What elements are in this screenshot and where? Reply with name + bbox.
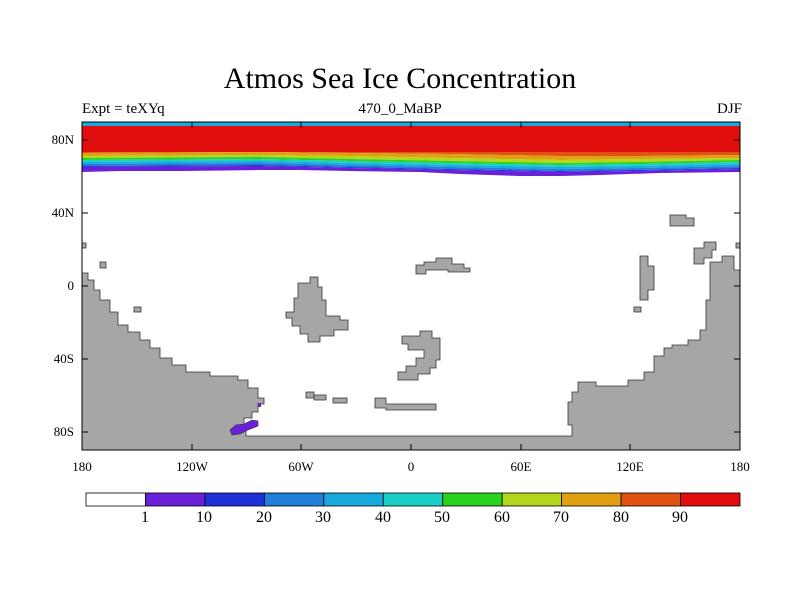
colorbar-label: 60 [494, 509, 510, 526]
colorbar-swatch [263, 492, 325, 507]
colorbar [85, 492, 741, 507]
coastal-sea-ice [229, 403, 261, 436]
colorbar-swatch [442, 492, 503, 507]
x-tick-label: 0 [407, 459, 415, 474]
colorbar-swatch [85, 492, 146, 507]
colorbar-swatch [501, 492, 563, 507]
colorbar-swatch [204, 492, 265, 507]
colorbar-label: 50 [434, 509, 450, 526]
colorbar-label: 10 [196, 509, 212, 526]
colorbar-swatch [620, 492, 681, 507]
y-tick-label: 40S [53, 351, 74, 366]
colorbar-swatch [145, 492, 206, 507]
experiment-label: Expt = teXYq [82, 101, 165, 117]
colorbar-label: 20 [256, 509, 272, 526]
colorbar-swatch [680, 492, 741, 507]
colorbar-label: 1 [141, 509, 149, 526]
y-tick-label: 0 [67, 278, 75, 293]
season-label: DJF [716, 101, 742, 117]
colorbar-label: 30 [315, 509, 331, 526]
colorbar-label: 40 [375, 509, 391, 526]
sea-ice-field [82, 122, 740, 176]
x-tick-label: 120W [176, 459, 208, 474]
map-title: Atmos Sea Ice Concentration [223, 62, 577, 95]
y-tick-label: 80S [53, 424, 74, 439]
colorbar-label: 70 [553, 509, 569, 526]
x-tick-label: 120E [616, 459, 644, 474]
x-tick-label: 180 [72, 459, 92, 474]
colorbar-swatch [561, 492, 622, 507]
x-tick-label: 60W [288, 459, 314, 474]
axis-ticks [81, 122, 741, 450]
colorbar-swatch [382, 492, 444, 507]
x-tick-label: 60E [510, 459, 532, 474]
y-tick-label: 80N [51, 132, 74, 147]
colorbar-label: 90 [672, 509, 688, 526]
period-label: 470_0_MaBP [358, 101, 442, 117]
colorbar-swatch [323, 492, 384, 507]
land-masses [81, 214, 741, 451]
colorbar-label: 80 [613, 509, 629, 526]
y-tick-label: 40N [51, 205, 74, 220]
x-tick-label: 180 [730, 459, 750, 474]
